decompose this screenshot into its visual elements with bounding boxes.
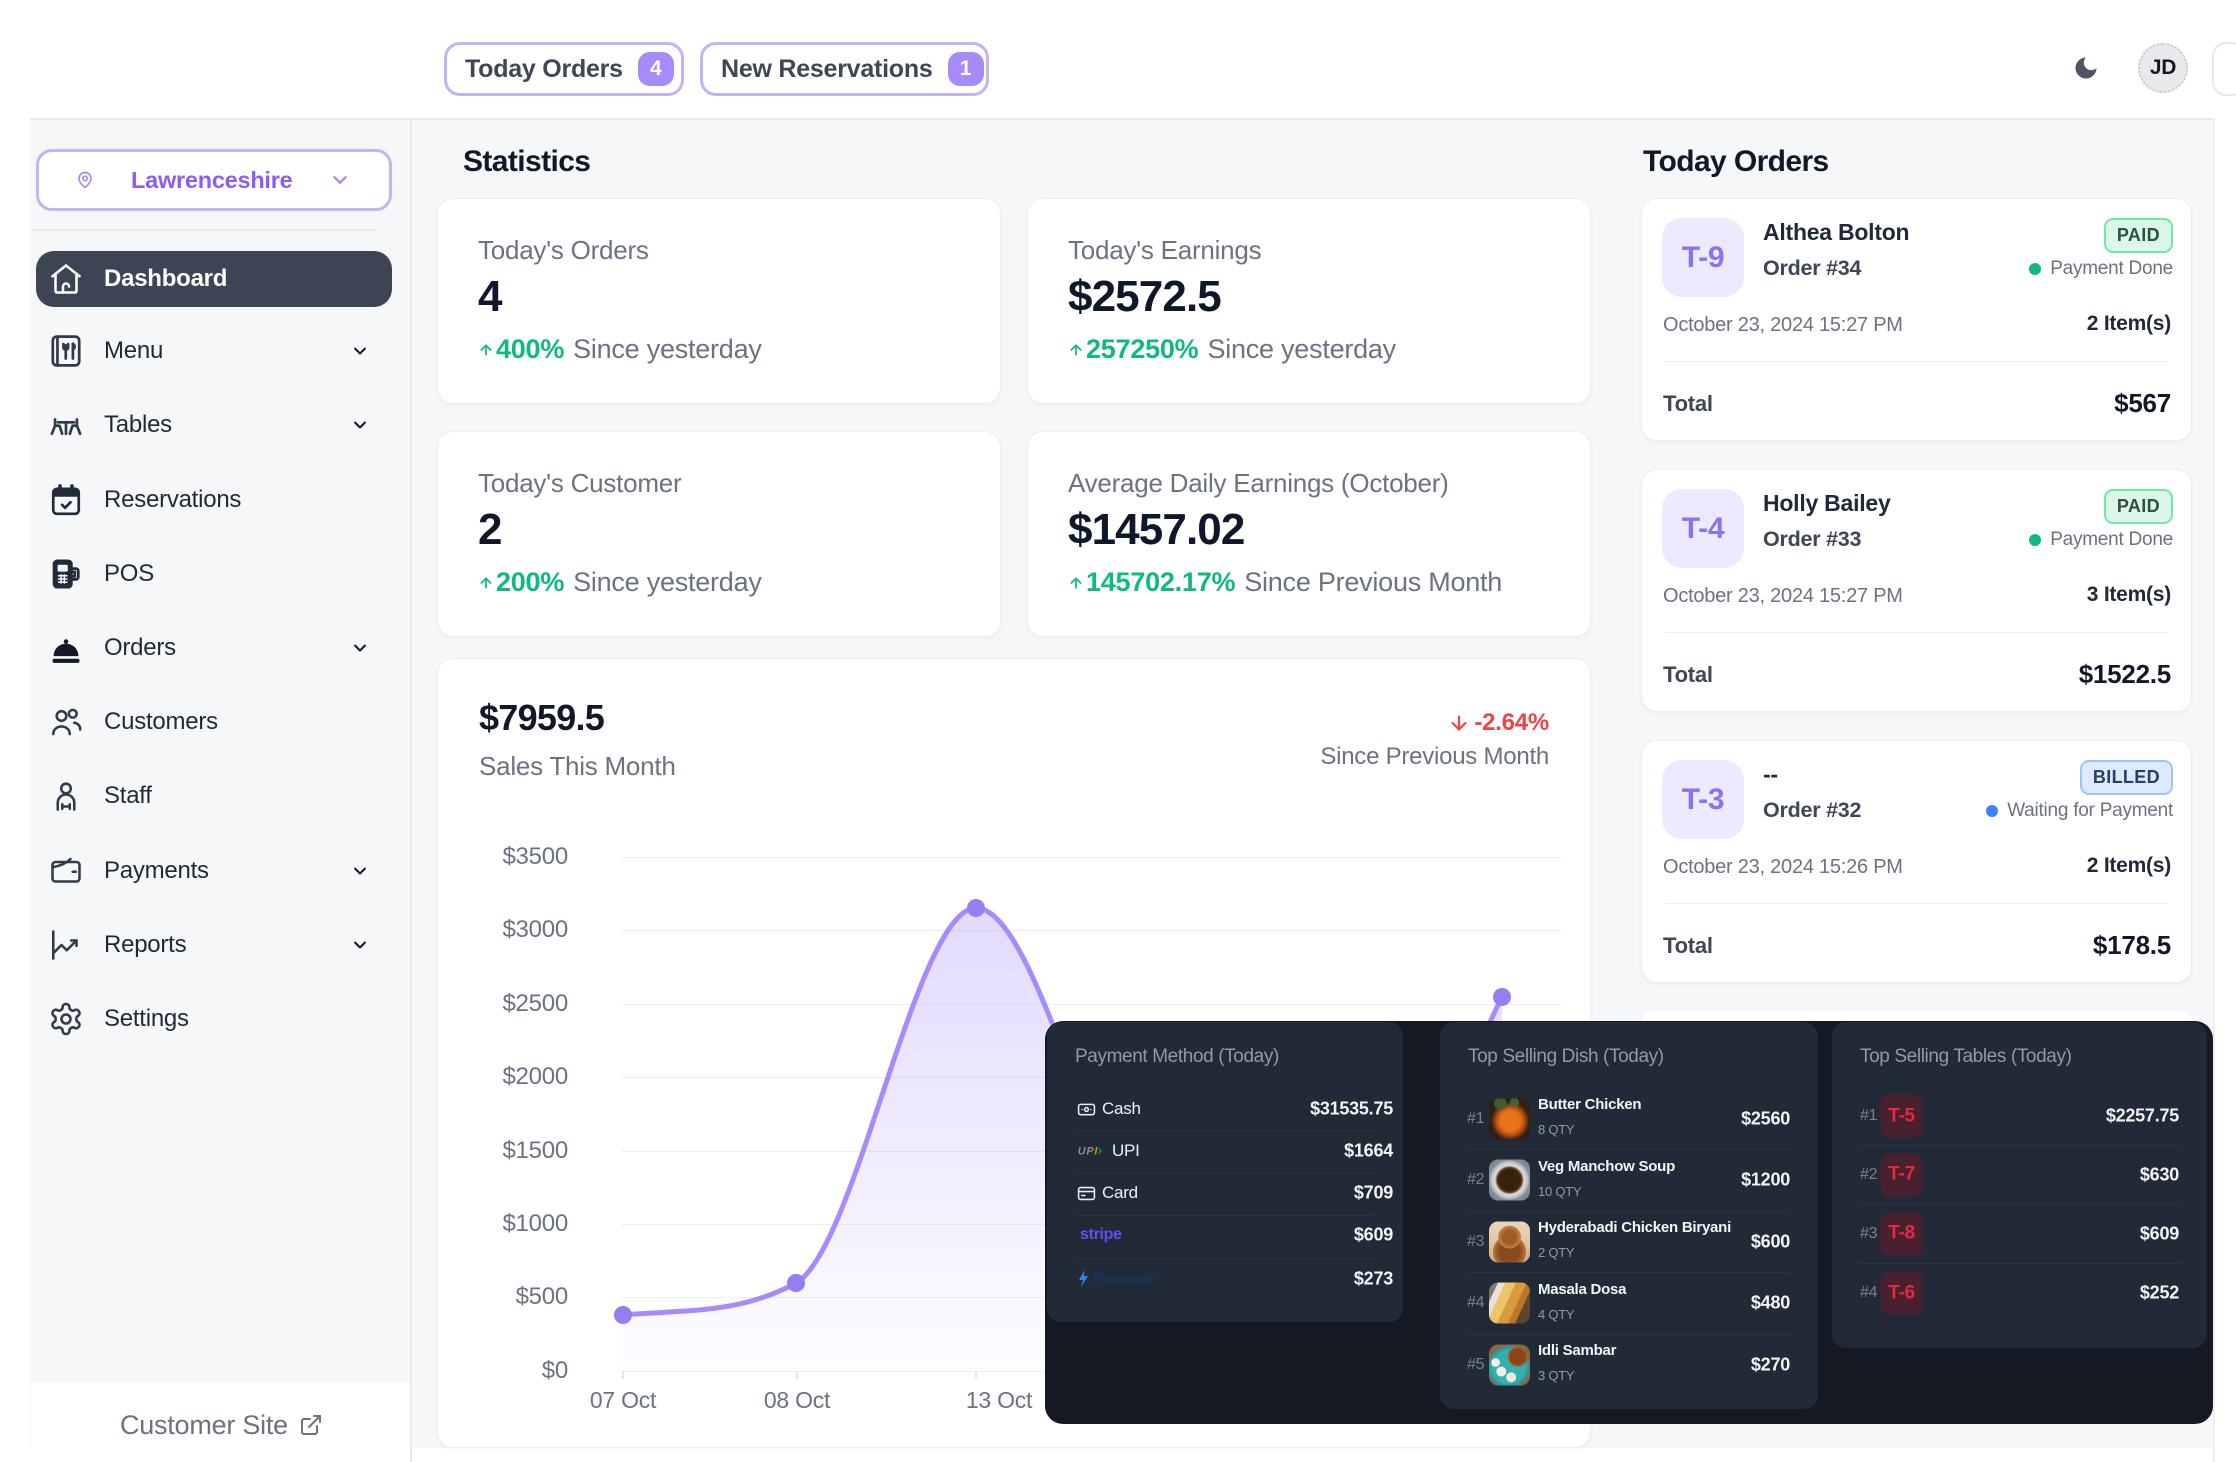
- svg-text:U: U: [1078, 1146, 1087, 1158]
- svg-text:I: I: [1094, 1146, 1098, 1158]
- svg-text:P: P: [1086, 1146, 1094, 1158]
